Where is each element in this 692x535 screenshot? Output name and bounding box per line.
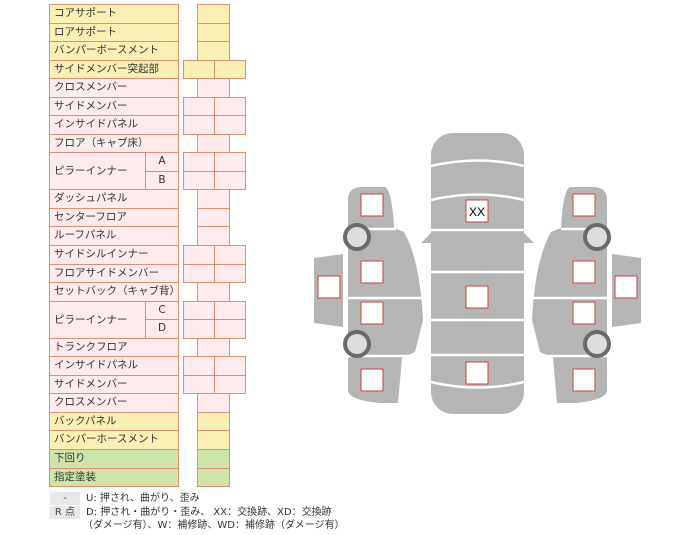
- row-label: センターフロア: [49, 208, 179, 227]
- mark-box: [572, 193, 596, 217]
- mark-box: [572, 301, 596, 325]
- legend-line-1: U: 押され、曲がり、歪み: [86, 493, 200, 504]
- right-side-body: [532, 187, 607, 403]
- mark-box: [572, 368, 596, 392]
- mark-box: [360, 260, 384, 284]
- left-side-body: [348, 187, 423, 403]
- row-label: クロスメンバー: [49, 393, 179, 413]
- row-label: 指定塗装: [49, 468, 179, 487]
- row-label: インサイドパネル: [49, 115, 179, 135]
- value-cell-right[interactable]: [214, 264, 246, 283]
- wheel-icon: [583, 223, 611, 251]
- row-sub-label: C: [145, 301, 179, 320]
- value-cell[interactable]: [197, 468, 230, 487]
- windshield-left-tip: [421, 233, 431, 243]
- row-label: サイドメンバー突起部: [49, 60, 179, 79]
- mark-box: [572, 260, 596, 284]
- wheel-icon: [343, 223, 371, 251]
- mark-box: [614, 275, 638, 299]
- row-label: ピラーインナー: [49, 301, 146, 339]
- wheel-icon: [343, 330, 371, 358]
- row-label: フロアサイドメンバー: [49, 264, 179, 283]
- value-cell-right[interactable]: [214, 319, 246, 339]
- mark-box-roof: [465, 199, 489, 223]
- row-label: ピラーインナー: [49, 152, 146, 190]
- row-label: バンパーボースメント: [49, 41, 179, 61]
- legend-tag-dash: -: [50, 492, 80, 505]
- row-label: バックパネル: [49, 412, 179, 431]
- wheel-icon: [583, 330, 611, 358]
- row-label: フロア（キャブ床）: [49, 134, 179, 153]
- mark-box: [360, 368, 384, 392]
- car-body-top: [431, 133, 524, 414]
- row-label: サイドシルインナー: [49, 245, 179, 265]
- legend-line-2: D: 押され・曲がり・歪み、 XX：交換跡、XD：交換跡: [86, 507, 332, 518]
- mark-box: [317, 275, 341, 299]
- mark-box: [465, 361, 489, 385]
- value-cell-right[interactable]: [214, 375, 246, 394]
- row-sub-label: A: [145, 152, 179, 172]
- legend-tag-r: R 点: [50, 506, 80, 519]
- value-cell-right[interactable]: [214, 171, 246, 190]
- mark-box: [360, 301, 384, 325]
- mark-box: [360, 193, 384, 217]
- windshield-right-tip: [524, 233, 534, 243]
- row-label: バンパーホースメント: [49, 430, 179, 450]
- row-label: クロスメンバー: [49, 78, 179, 98]
- value-cell-right[interactable]: [214, 115, 246, 135]
- mark-box: [465, 285, 489, 309]
- value-cell-right[interactable]: [214, 60, 246, 79]
- row-label: サイドメンバー: [49, 97, 179, 116]
- roof-mark-text: XX: [469, 205, 485, 219]
- legend-line-3: （ダメージ有）、W：補修跡、WD：補修跡（ダメージ有）: [83, 520, 345, 531]
